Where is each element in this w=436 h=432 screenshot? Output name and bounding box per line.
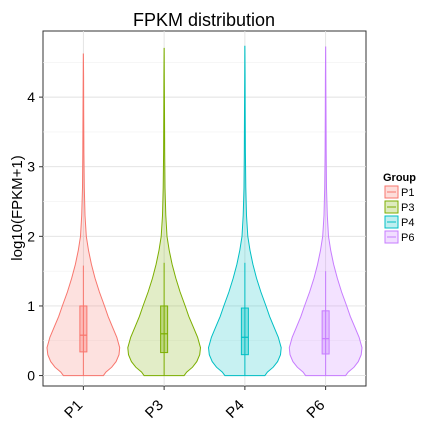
- violin-P4: [207, 45, 282, 377]
- legend-label: P6: [401, 232, 414, 244]
- violin-P3: [127, 47, 202, 377]
- y-tick-label: 3: [27, 159, 35, 175]
- iqr-box: [240, 307, 249, 356]
- legend-entry-P6: P6: [384, 230, 414, 244]
- violin-shape: [127, 47, 202, 377]
- violin-P6: [288, 46, 363, 377]
- violin-shape: [46, 53, 121, 377]
- violin-P1: [46, 53, 121, 377]
- legend-title: Group: [383, 172, 416, 184]
- chart-title: FPKM distribution: [133, 10, 275, 30]
- legend-entry-P1: P1: [384, 185, 414, 199]
- y-tick-label: 1: [27, 298, 35, 314]
- legend: Group P1 P3 P4 P6: [383, 172, 416, 244]
- y-tick-label: 0: [27, 368, 35, 384]
- x-axis: P1 P3 P4 P6: [61, 386, 328, 422]
- x-tick-label: P3: [142, 397, 167, 422]
- legend-label: P1: [401, 187, 414, 199]
- x-tick-label: P4: [223, 397, 248, 422]
- violins: [46, 45, 363, 377]
- violin-shape: [288, 46, 363, 377]
- legend-entry-P3: P3: [384, 200, 414, 214]
- x-tick-label: P6: [303, 397, 328, 422]
- x-tick-label: P1: [61, 397, 86, 422]
- iqr-box: [79, 305, 88, 353]
- legend-entry-P4: P4: [384, 215, 414, 229]
- y-axis: 0 1 2 3 4: [27, 89, 43, 384]
- legend-label: P3: [401, 202, 414, 214]
- y-tick-label: 4: [27, 89, 35, 105]
- legend-label: P4: [401, 217, 414, 229]
- y-tick-label: 2: [27, 228, 35, 244]
- violin-shape: [207, 45, 282, 377]
- iqr-box: [321, 310, 330, 355]
- iqr-box: [160, 305, 169, 354]
- plot-panel: [42, 30, 367, 387]
- y-axis-label: log10(FPKM+1): [9, 155, 26, 260]
